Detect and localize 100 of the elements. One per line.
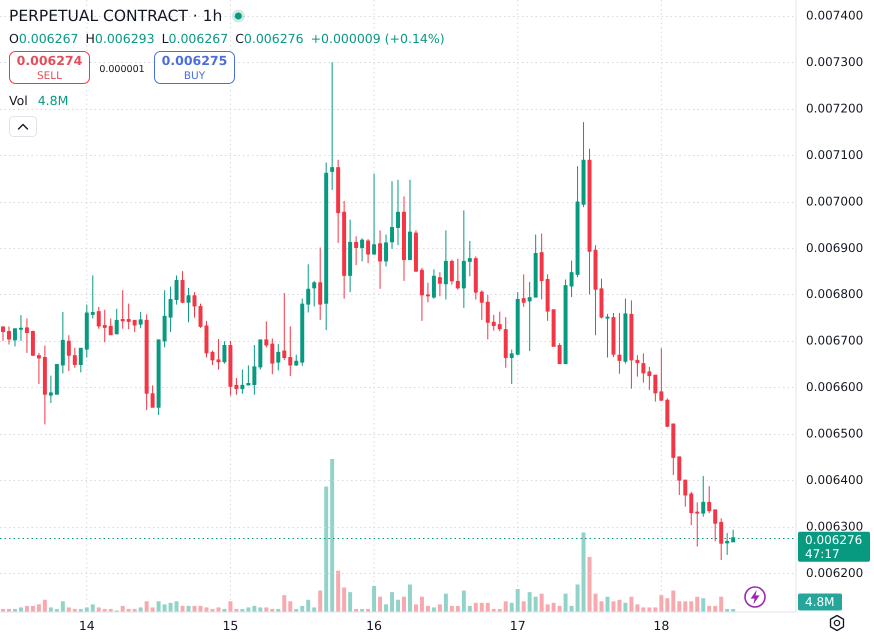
candlestick xyxy=(168,286,173,333)
candlestick xyxy=(90,274,95,320)
candlestick xyxy=(450,259,454,286)
chart-title: PERPETUAL CONTRACT · 1h xyxy=(9,7,222,25)
bar xyxy=(528,592,532,612)
candlestick xyxy=(300,298,304,366)
candlestick xyxy=(683,480,688,508)
bar xyxy=(282,595,286,612)
candlestick xyxy=(114,308,119,334)
candlestick xyxy=(150,384,155,408)
candlestick xyxy=(354,236,358,266)
bar xyxy=(522,601,526,612)
candlestick xyxy=(504,316,508,368)
bar xyxy=(516,589,520,612)
candlestick xyxy=(420,267,424,322)
candlestick xyxy=(96,306,101,330)
bar xyxy=(594,594,598,612)
candlestick xyxy=(588,148,592,295)
candlestick xyxy=(240,369,244,394)
candlestick xyxy=(474,256,478,300)
candlestick xyxy=(576,166,580,278)
bar xyxy=(420,596,424,612)
annotation: L0.006267 xyxy=(162,31,228,46)
annotation: 4.8M xyxy=(38,93,68,108)
y-tick-label: 0.006800 xyxy=(806,287,864,302)
candlestick xyxy=(186,287,191,323)
bar xyxy=(707,606,712,612)
x-tick-label: 17 xyxy=(510,618,526,633)
candlestick xyxy=(348,219,352,293)
bar xyxy=(719,596,724,612)
bar xyxy=(444,594,448,612)
candlestick xyxy=(617,312,622,374)
candlestick xyxy=(36,352,41,385)
candlestick xyxy=(144,314,149,411)
candlestick xyxy=(594,244,598,336)
candlestick xyxy=(138,312,143,329)
bar xyxy=(599,601,604,612)
candlestick xyxy=(534,234,538,298)
candlestick xyxy=(402,196,406,282)
candlestick xyxy=(72,347,77,368)
x-tick-label: 18 xyxy=(653,618,670,633)
bar xyxy=(180,606,185,612)
chart-title: Vol xyxy=(9,93,28,108)
candlestick xyxy=(414,230,418,273)
candlestick xyxy=(659,348,664,402)
bar xyxy=(330,459,334,612)
bar xyxy=(318,590,322,612)
bar xyxy=(402,596,406,612)
candlestick xyxy=(156,339,161,416)
candlestick xyxy=(336,159,340,244)
bar xyxy=(462,590,466,612)
candlestick xyxy=(605,313,610,358)
x-tick-label: 16 xyxy=(366,618,382,633)
candlestick xyxy=(480,290,484,320)
bar xyxy=(372,586,376,612)
candlestick xyxy=(671,423,676,476)
bar xyxy=(228,601,232,612)
candlestick xyxy=(438,272,442,297)
candlestick xyxy=(564,279,568,364)
candlestick xyxy=(234,377,238,396)
bar xyxy=(564,594,568,612)
candlestick xyxy=(540,233,544,300)
candlestick xyxy=(342,200,346,300)
bar xyxy=(396,600,400,612)
candlestick xyxy=(18,314,23,342)
candlestick xyxy=(456,258,460,290)
bar xyxy=(426,606,430,612)
candlestick xyxy=(108,318,113,336)
text: 4.8M xyxy=(805,595,834,609)
candlestick xyxy=(707,486,712,514)
candlestick xyxy=(492,314,496,332)
candlestick xyxy=(444,230,448,300)
bar xyxy=(665,598,670,612)
annotation: C0.006276 xyxy=(235,31,304,46)
candlestick xyxy=(582,122,586,208)
bar xyxy=(480,602,484,612)
candlestick xyxy=(599,278,604,320)
candlestick xyxy=(60,312,65,374)
sell-button: 0.006274 SELL xyxy=(9,51,90,84)
bar xyxy=(156,601,161,612)
bar xyxy=(486,602,490,612)
candlestick xyxy=(306,264,310,313)
candlestick xyxy=(701,475,706,518)
candlestick xyxy=(695,502,700,548)
text: 47:17 xyxy=(805,547,840,562)
candlestick xyxy=(510,349,514,385)
candlestick xyxy=(54,364,59,395)
annotation: SELL xyxy=(37,70,62,82)
bar xyxy=(713,606,718,612)
candlestick xyxy=(360,238,364,262)
buy-button: 0.006275 BUY xyxy=(154,51,235,84)
bar xyxy=(588,556,592,612)
candlestick xyxy=(522,274,526,308)
bar xyxy=(582,532,586,612)
candlestick xyxy=(558,342,562,364)
candlestick xyxy=(276,344,280,372)
candlestick xyxy=(432,268,436,300)
candlestick xyxy=(647,366,652,391)
annotation: 0.000001 xyxy=(99,64,145,75)
candlestick xyxy=(126,303,131,330)
